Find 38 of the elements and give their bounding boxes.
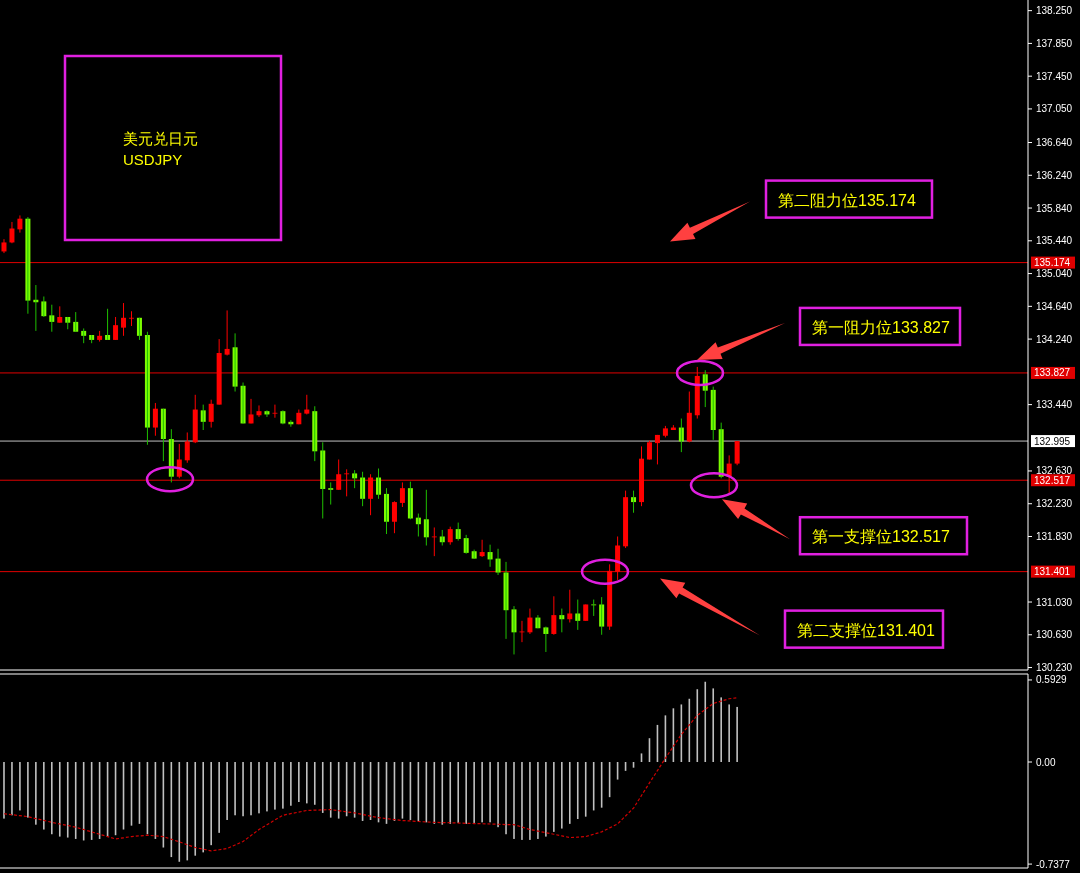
y-tick-label: 0.00 [1036, 756, 1056, 768]
annotation: 第一阻力位133.827 [812, 318, 950, 336]
y-tick-label: 134.640 [1036, 300, 1073, 312]
y-tick-label: 137.450 [1036, 70, 1073, 82]
text: 美元兑日元 [123, 130, 198, 147]
y-tick-label: 135.840 [1036, 202, 1073, 214]
ref-line-label: 133.827 [1034, 367, 1071, 379]
y-tick-label: 137.050 [1036, 103, 1073, 115]
y-tick-label: 131.830 [1036, 530, 1073, 542]
candlestick [328, 481, 334, 506]
line-series [3, 697, 738, 852]
annotation: 第二阻力位135.174 [778, 191, 916, 209]
text: USDJPY [123, 151, 183, 168]
y-tick-label: -0.7377 [1036, 858, 1071, 870]
y-tick-label: 136.240 [1036, 169, 1073, 181]
candlestick [431, 526, 437, 557]
y-tick-label: 133.440 [1036, 399, 1073, 411]
ref-line-label: 132.995 [1034, 435, 1071, 447]
y-tick-label: 130.630 [1036, 629, 1073, 641]
candlestick [591, 599, 597, 617]
y-tick-label: 132.630 [1036, 465, 1073, 477]
ref-line-label: 131.401 [1034, 566, 1071, 578]
y-tick-label: 132.230 [1036, 498, 1073, 510]
y-tick-label: 136.640 [1036, 137, 1073, 149]
y-tick-label: 138.250 [1036, 5, 1073, 17]
ref-line-label: 135.174 [1034, 257, 1071, 269]
y-tick-label: 130.230 [1036, 662, 1073, 674]
ref-line-label: 132.517 [1034, 474, 1071, 486]
candlestick [344, 468, 350, 497]
annotation: 第二支撑位131.401 [797, 621, 935, 639]
y-tick-label: 131.030 [1036, 596, 1073, 608]
y-tick-label: 135.440 [1036, 235, 1073, 247]
candlestick [128, 310, 134, 327]
annotation: 第一支撑位132.517 [812, 528, 950, 546]
y-tick-label: 135.040 [1036, 268, 1073, 280]
y-tick-label: 0.5929 [1036, 674, 1068, 686]
y-tick-label: 137.850 [1036, 37, 1073, 49]
y-tick-label: 134.240 [1036, 333, 1073, 345]
